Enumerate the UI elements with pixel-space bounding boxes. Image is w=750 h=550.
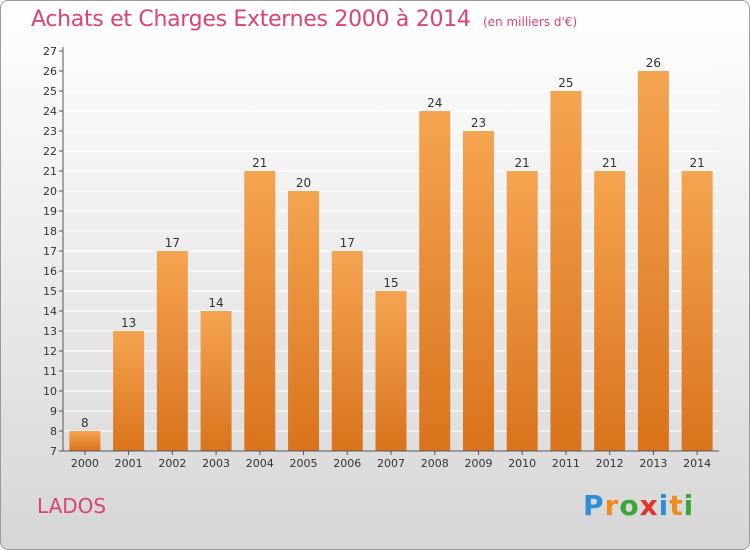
y-tick-label: 13 <box>43 325 57 338</box>
y-tick-label: 8 <box>50 425 57 438</box>
data-label: 25 <box>558 76 573 90</box>
x-tick-label: 2011 <box>552 457 580 470</box>
y-tick-label: 19 <box>43 205 57 218</box>
x-tick-label: 2009 <box>464 457 492 470</box>
y-tick-label: 25 <box>43 85 57 98</box>
commune-name: LADOS <box>37 494 107 518</box>
y-tick-label: 15 <box>43 285 57 298</box>
x-tick-label: 2004 <box>246 457 274 470</box>
bar-2010 <box>506 171 538 451</box>
bar-2003 <box>200 311 232 451</box>
data-label: 26 <box>646 56 661 70</box>
bar-2012 <box>594 171 626 451</box>
data-label: 24 <box>427 96 442 110</box>
x-tick-label: 2007 <box>377 457 405 470</box>
logo-letter: o <box>619 489 640 522</box>
bar-2004 <box>244 171 276 451</box>
x-tick-label: 2014 <box>683 457 711 470</box>
chart-title: Achats et Charges Externes 2000 à 2014 <box>31 7 471 32</box>
x-tick-label: 2010 <box>508 457 536 470</box>
x-tick-label: 2002 <box>158 457 186 470</box>
bar-2000 <box>69 431 101 451</box>
data-label: 20 <box>296 176 311 190</box>
bar-2009 <box>462 131 494 451</box>
data-labels: 8 13 17 14 21 20 17 15 24 23 21 25 21 26 21 <box>81 56 705 430</box>
data-label: 14 <box>208 296 223 310</box>
x-tick-label: 2013 <box>639 457 667 470</box>
data-label: 13 <box>121 316 136 330</box>
logo-letter: P <box>583 489 605 522</box>
y-axis-ticks: 7 8 9 10 11 12 13 14 15 16 17 18 19 20 21 22 23 24 25 26 27 <box>43 45 63 458</box>
y-tick-label: 9 <box>50 405 57 418</box>
y-tick-label: 21 <box>43 165 57 178</box>
data-label: 21 <box>252 156 267 170</box>
axes <box>62 47 719 452</box>
y-tick-label: 20 <box>43 185 57 198</box>
bar-2013 <box>637 71 669 451</box>
bars <box>69 71 713 451</box>
x-tick-label: 2006 <box>333 457 361 470</box>
x-tick-label: 2012 <box>596 457 624 470</box>
x-tick-label: 2000 <box>71 457 99 470</box>
title-row: Achats et Charges Externes 2000 à 2014 (… <box>31 7 577 32</box>
x-tick-label: 2001 <box>115 457 143 470</box>
data-label: 8 <box>81 416 89 430</box>
bar-2011 <box>550 91 582 451</box>
bar-2001 <box>113 331 145 451</box>
bar-2008 <box>419 111 451 451</box>
chart-subtitle: (en milliers d'€) <box>483 15 578 29</box>
y-tick-label: 27 <box>43 45 57 58</box>
x-tick-label: 2008 <box>421 457 449 470</box>
logo-letter: r <box>604 489 620 522</box>
bar-2006 <box>331 251 363 451</box>
y-tick-label: 12 <box>43 345 57 358</box>
logo-letter: i <box>658 489 670 522</box>
y-tick-label: 18 <box>43 225 57 238</box>
y-tick-label: 11 <box>43 365 57 378</box>
proxiti-logo: Proxiti <box>583 489 694 522</box>
logo-letter: i <box>683 489 695 522</box>
y-tick-label: 16 <box>43 265 57 278</box>
x-axis-ticks: 2000 2001 2002 2003 2004 2005 2006 2007 2008 2009… <box>71 451 711 470</box>
data-label: 21 <box>515 156 530 170</box>
y-tick-label: 26 <box>43 65 57 78</box>
y-tick-label: 22 <box>43 145 57 158</box>
y-tick-label: 17 <box>43 245 57 258</box>
data-label: 15 <box>383 276 398 290</box>
y-tick-label: 24 <box>43 105 57 118</box>
logo-letter: x <box>639 489 659 522</box>
x-tick-label: 2005 <box>290 457 318 470</box>
y-tick-label: 7 <box>50 445 57 458</box>
data-label: 17 <box>340 236 355 250</box>
x-tick-label: 2003 <box>202 457 230 470</box>
bar-2005 <box>288 191 320 451</box>
y-tick-label: 23 <box>43 125 57 138</box>
bar-2014 <box>681 171 713 451</box>
y-tick-label: 14 <box>43 305 57 318</box>
logo-letter: t <box>669 489 684 522</box>
data-label: 17 <box>165 236 180 250</box>
data-label: 23 <box>471 116 486 130</box>
bar-2002 <box>156 251 188 451</box>
data-label: 21 <box>689 156 704 170</box>
y-tick-label: 10 <box>43 385 57 398</box>
bar-2007 <box>375 291 407 451</box>
data-label: 21 <box>602 156 617 170</box>
